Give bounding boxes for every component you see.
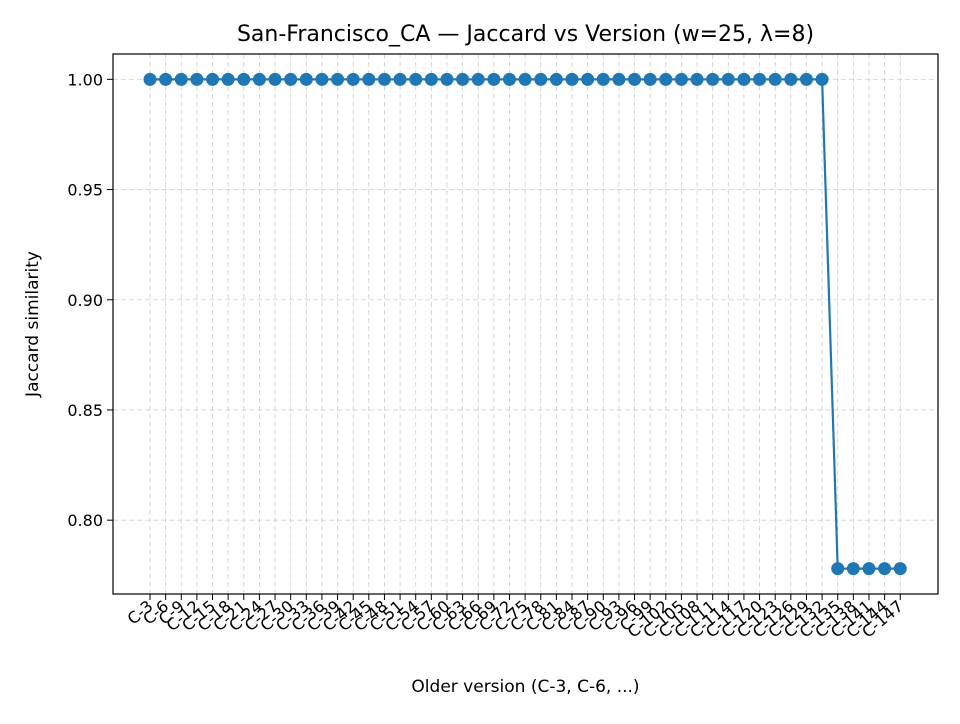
y-tick-label: 0.90: [67, 291, 103, 310]
data-point: [471, 72, 485, 86]
data-point: [753, 72, 767, 86]
data-point: [878, 562, 892, 576]
data-point: [159, 72, 173, 86]
data-point: [206, 72, 220, 86]
y-tick-label: 0.85: [67, 401, 103, 420]
data-point: [252, 72, 266, 86]
data-point: [706, 72, 720, 86]
data-point: [299, 72, 313, 86]
data-point: [331, 72, 345, 86]
data-point: [377, 72, 391, 86]
data-point: [174, 72, 188, 86]
data-point: [565, 72, 579, 86]
data-point: [502, 72, 516, 86]
data-point: [221, 72, 235, 86]
y-tick-label: 1.00: [67, 70, 103, 89]
data-point: [315, 72, 329, 86]
data-point: [268, 72, 282, 86]
y-axis-label: Jaccard similarity: [23, 251, 43, 398]
data-point: [518, 72, 532, 86]
data-point: [346, 72, 360, 86]
data-point: [690, 72, 704, 86]
data-point: [534, 72, 548, 86]
data-point: [284, 72, 298, 86]
data-point: [721, 72, 735, 86]
data-point: [596, 72, 610, 86]
data-point: [143, 72, 157, 86]
data-point: [393, 72, 407, 86]
data-point: [768, 72, 782, 86]
data-point: [628, 72, 642, 86]
data-point: [424, 72, 438, 86]
data-point: [737, 72, 751, 86]
series-layer: [143, 72, 907, 576]
data-point: [846, 562, 860, 576]
data-point: [190, 72, 204, 86]
data-point: [581, 72, 595, 86]
y-tick-label: 0.80: [67, 511, 103, 530]
data-point: [362, 72, 376, 86]
data-point: [237, 72, 251, 86]
data-point: [643, 72, 657, 86]
y-axis: 0.80 0.85 0.90 0.95 1.00: [67, 70, 113, 530]
data-point: [893, 562, 907, 576]
x-axis-label: Older version (C-3, C-6, ...): [411, 677, 639, 697]
x-axis: C-3C-6C-9C-12C-15C-18C-21C-24C-27C-30C-3…: [124, 594, 907, 642]
data-point: [831, 562, 845, 576]
data-point: [440, 72, 454, 86]
data-point: [612, 72, 626, 86]
chart-title: San-Francisco_CA — Jaccard vs Version (w…: [237, 22, 814, 47]
data-point: [674, 72, 688, 86]
grid-layer: [113, 54, 938, 594]
y-tick-label: 0.95: [67, 181, 103, 200]
data-point: [659, 72, 673, 86]
data-point: [487, 72, 501, 86]
data-point: [456, 72, 470, 86]
data-point: [784, 72, 798, 86]
data-point: [815, 72, 829, 86]
data-point: [799, 72, 813, 86]
data-point: [862, 562, 876, 576]
data-point: [409, 72, 423, 86]
data-point: [549, 72, 563, 86]
